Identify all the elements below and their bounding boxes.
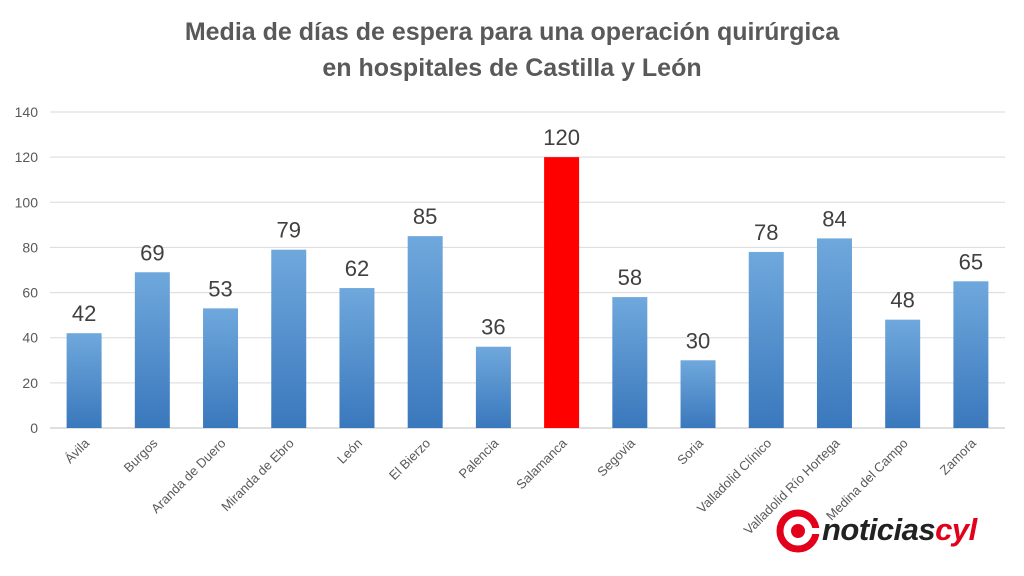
y-tick-label: 80 xyxy=(22,239,38,255)
x-tick-label: Salamanca xyxy=(513,435,570,492)
bar-palencia xyxy=(475,346,511,428)
y-tick-label: 100 xyxy=(15,194,39,210)
x-tick-label: Segovia xyxy=(594,435,638,479)
chart-title-line-1: Media de días de espera para una operaci… xyxy=(184,18,840,46)
data-label: 120 xyxy=(543,125,580,150)
data-label: 78 xyxy=(754,220,778,245)
x-tick-label: Miranda de Ebro xyxy=(218,436,297,515)
data-label: 69 xyxy=(140,240,164,265)
x-tick-label: El Bierzo xyxy=(386,436,433,483)
logo-text-main: noticias xyxy=(822,512,936,547)
logo-text: noticiascyl xyxy=(822,510,977,550)
bar-segovia xyxy=(612,297,648,428)
bar-miranda-de-ebro xyxy=(271,249,307,428)
bar-ávila xyxy=(66,333,102,428)
x-tick-label: León xyxy=(334,436,365,467)
bar-medina-del-campo xyxy=(885,319,921,428)
x-tick-label: Burgos xyxy=(121,435,161,475)
bar-salamanca xyxy=(544,157,580,428)
chart-title-line-2: en hospitales de Castilla y León xyxy=(322,54,702,82)
y-axis: 0 20 40 60 80 100 120 140 xyxy=(15,104,39,436)
y-tick-label: 40 xyxy=(22,330,38,346)
data-label: 58 xyxy=(618,265,642,290)
y-tick-label: 140 xyxy=(15,104,39,120)
x-tick-label: Zamora xyxy=(937,435,980,478)
data-label: 36 xyxy=(481,315,505,340)
y-tick-label: 60 xyxy=(22,285,38,301)
y-tick-label: 0 xyxy=(30,420,38,436)
bars xyxy=(66,157,989,428)
bar-valladolid-río-hortega xyxy=(816,238,852,428)
bar-soria xyxy=(680,360,716,428)
grid-lines xyxy=(50,111,1005,429)
logo-mark-icon xyxy=(776,509,822,553)
y-tick-label: 20 xyxy=(22,375,38,391)
bar-zamora xyxy=(953,281,989,428)
bar-valladolid-clínico xyxy=(748,251,784,428)
bar-el-bierzo xyxy=(407,236,443,428)
x-tick-label: Ávila xyxy=(62,435,93,466)
bar-burgos xyxy=(134,272,170,428)
bar-aranda-de-duero xyxy=(203,308,239,428)
logo-text-accent: cyl xyxy=(935,512,977,547)
data-label: 65 xyxy=(959,249,983,274)
x-tick-label: Palencia xyxy=(456,435,502,481)
bar-león xyxy=(339,288,375,428)
data-label: 48 xyxy=(890,288,914,313)
data-label: 79 xyxy=(277,218,301,243)
data-label: 84 xyxy=(822,206,846,231)
y-tick-label: 120 xyxy=(15,149,39,165)
x-tick-label: Aranda de Duero xyxy=(148,436,229,517)
data-label: 62 xyxy=(345,256,369,281)
x-tick-label: Soria xyxy=(674,435,707,468)
chart-title: Media de días de espera para una operaci… xyxy=(0,14,1024,86)
noticiascyl-logo: noticiascyl xyxy=(776,508,986,554)
data-label: 53 xyxy=(208,276,232,301)
data-label: 85 xyxy=(413,204,437,229)
data-labels: 42 69 53 79 62 85 36 120 58 30 78 84 48 65 xyxy=(72,125,983,353)
data-label: 42 xyxy=(72,301,96,326)
data-label: 30 xyxy=(686,328,710,353)
